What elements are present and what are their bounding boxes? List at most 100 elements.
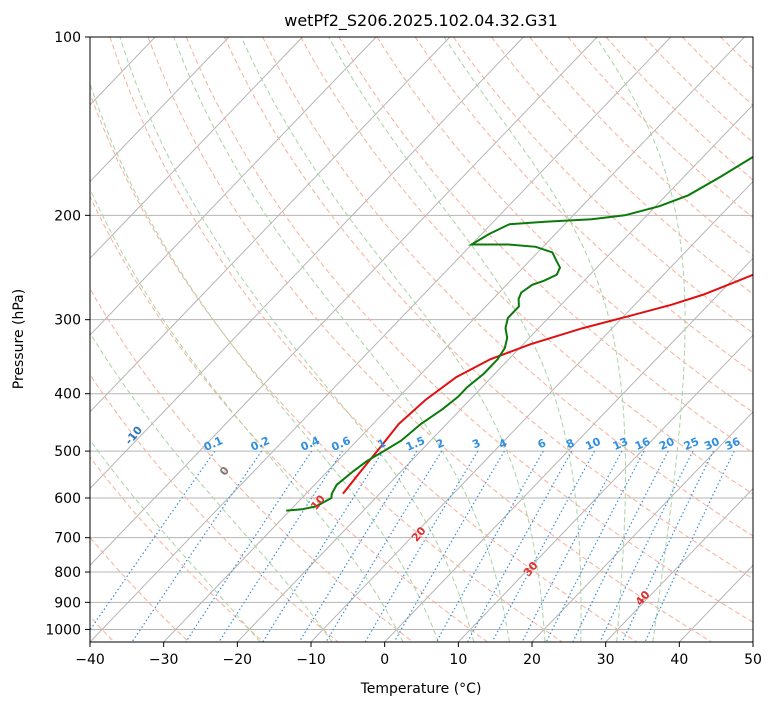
dry-adiabat-line [759, 37, 775, 642]
dry-adiabat-line [224, 37, 753, 580]
x-tick-label: −20 [223, 652, 253, 668]
dry-adiabat-line [90, 195, 488, 642]
y-tick-label: 400 [54, 387, 81, 403]
isotherm-line [90, 37, 672, 642]
isotherm-line [90, 37, 598, 566]
dewpoint-profile-line [286, 155, 753, 512]
mixing-ratio-line [545, 450, 645, 642]
moist-adiabat-line [90, 439, 261, 642]
dry-adiabat-line [90, 287, 414, 642]
dry-adiabat-line [90, 92, 563, 642]
moist-adiabat-line [443, 37, 626, 642]
isotherm-line [90, 37, 377, 336]
dry-adiabat-label: 30 [521, 559, 541, 579]
dry-adiabat-line [643, 37, 753, 144]
x-tick-label: 40 [670, 652, 688, 668]
mixing-ratio-label: 25 [682, 435, 701, 453]
moist-adiabat-line [119, 37, 475, 642]
mixing-ratio-line [185, 450, 313, 642]
y-tick-label: 100 [54, 30, 81, 46]
mixing-ratio-line [262, 450, 384, 642]
moist-adiabat-line [595, 37, 686, 642]
y-tick-label: 800 [54, 565, 81, 581]
dry-adiabat-line [567, 37, 753, 219]
mixing-ratio-line [131, 450, 263, 642]
isotherm-line [163, 37, 745, 642]
temperature-profile-line [342, 273, 753, 495]
moist-adiabat-line [90, 82, 439, 642]
y-tick-label: 900 [54, 595, 81, 611]
moist-adiabat-line [90, 332, 333, 642]
dry-adiabat-line [185, 37, 753, 623]
y-tick-label: 200 [54, 208, 81, 224]
mixing-ratio-label: 20 [657, 435, 677, 453]
moist-adiabat-line [90, 187, 404, 642]
isotherm-line [457, 334, 753, 642]
mixing-ratio-line [90, 450, 216, 632]
mixing-ratio-line [466, 450, 573, 642]
isotherm-line [605, 487, 753, 642]
x-tick-label: 10 [449, 652, 467, 668]
mixing-ratio-label: 13 [611, 435, 630, 453]
mixing-ratio-label: 6 [536, 436, 549, 451]
mixing-ratio-line [644, 450, 735, 642]
dry-adiabat-line [681, 37, 753, 106]
mixing-ratio-line [621, 450, 714, 642]
isotherm-line [90, 37, 303, 260]
x-tick-label: 30 [597, 652, 615, 668]
mixing-ratio-line [435, 450, 544, 642]
dry-adiabat-line [491, 37, 753, 295]
y-tick-label: 700 [54, 531, 81, 547]
mixing-ratio-line [572, 450, 669, 642]
mixing-ratio-label: 4 [497, 436, 510, 451]
x-axis-label: Temperature (°C) [360, 681, 482, 697]
dry-adiabat-line [109, 37, 638, 642]
x-tick-label: 50 [744, 652, 762, 668]
y-tick-label: 1000 [45, 622, 81, 638]
isotherm-line [384, 257, 753, 642]
isotherm-line [90, 37, 230, 183]
isotherm-line [0, 37, 8, 642]
x-tick-label: −30 [149, 652, 179, 668]
dry-adiabat-label: 0 [217, 464, 232, 478]
x-tick-label: −40 [75, 652, 105, 668]
isotherm-line [90, 37, 524, 490]
mixing-ratio-line [491, 450, 596, 642]
x-tick-label: −10 [296, 652, 326, 668]
dry-adiabat-line [90, 536, 190, 642]
mixing-ratio-line [599, 450, 694, 642]
mixing-ratio-label: 2 [434, 436, 446, 451]
mixing-ratio-label: 10 [583, 435, 603, 453]
dry-adiabat-line [90, 373, 339, 642]
dry-adiabat-line [414, 37, 753, 374]
dry-adiabat-label: 20 [409, 524, 429, 544]
y-tick-label: 600 [54, 491, 81, 507]
mixing-ratio-line [521, 450, 623, 642]
chart-title: wetPf2_S206.2025.102.04.32.G31 [284, 11, 558, 31]
mixing-ratio-line [298, 450, 418, 642]
moist-adiabat-line [328, 37, 582, 642]
dry-adiabat-line [90, 456, 264, 642]
mixing-ratio-label: 36 [723, 435, 743, 453]
isotherm-line [531, 411, 753, 642]
dry-adiabat-line [376, 37, 753, 413]
x-tick-label: 0 [380, 652, 389, 668]
moist-adiabat-line [173, 37, 510, 642]
x-tick-label: 20 [523, 652, 541, 668]
mixing-ratio-label: 30 [702, 435, 722, 453]
plot-frame [89, 36, 754, 643]
isotherm-line [90, 37, 451, 413]
isotherm-line [236, 104, 753, 642]
mixing-ratio-line [218, 450, 343, 642]
moist-adiabat-line [240, 37, 546, 642]
y-axis-label: Pressure (hPa) [11, 289, 27, 389]
isotherm-line [678, 564, 753, 642]
mixing-ratio-label: 3 [470, 436, 482, 451]
dry-adiabat-line [262, 37, 753, 537]
dry-adiabat-label: 40 [633, 588, 653, 608]
mixing-ratio-label: 16 [633, 435, 653, 453]
mixing-ratio-line [393, 450, 505, 642]
y-tick-label: 300 [54, 313, 81, 329]
isotherm-line [752, 641, 753, 642]
